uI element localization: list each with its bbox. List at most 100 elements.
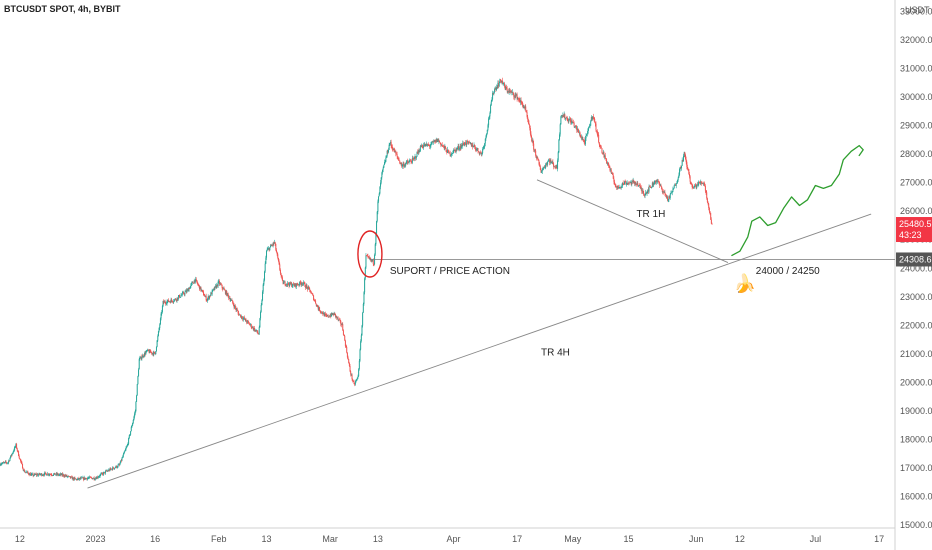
candle-body <box>336 316 338 318</box>
countdown-label: 43:23 <box>899 230 922 240</box>
candle-body <box>224 289 226 291</box>
candle-body <box>407 162 409 164</box>
candle-body <box>14 446 16 448</box>
candle-body <box>527 119 529 123</box>
candle-body <box>556 165 558 169</box>
x-tick-label: Jun <box>689 534 704 544</box>
candle-body <box>139 357 141 360</box>
candle-body <box>222 287 224 290</box>
candle-body <box>517 98 519 100</box>
candle-body <box>180 295 182 298</box>
candle-body <box>92 477 94 479</box>
candle-body <box>49 474 51 475</box>
candle-body <box>558 139 560 153</box>
candle-body <box>105 470 107 472</box>
candle-body <box>85 478 87 480</box>
candle-body <box>134 413 136 417</box>
candle-body <box>555 165 557 169</box>
candle-body <box>703 183 705 185</box>
candle-body <box>334 312 336 314</box>
candle-body <box>632 180 634 183</box>
candle-body <box>421 145 423 148</box>
candle-body <box>224 290 226 294</box>
candle-body <box>284 281 286 286</box>
symbol-title[interactable]: BTCUSDT SPOT, 4h, BYBIT <box>4 4 121 14</box>
candle-body <box>128 435 130 439</box>
candle-body <box>652 182 654 186</box>
candle-body <box>694 184 696 186</box>
candle-body <box>456 148 458 150</box>
candle-body <box>469 142 471 144</box>
candle-body <box>364 267 366 279</box>
candle-body <box>569 118 571 121</box>
candle-body <box>277 258 279 262</box>
candle-body <box>131 425 133 428</box>
candle-body <box>661 186 663 190</box>
candle-body <box>199 285 201 290</box>
candle-body <box>484 143 486 147</box>
candle-body <box>376 211 378 222</box>
candle-body <box>439 140 441 143</box>
candle-body <box>260 305 262 312</box>
candle-body <box>602 153 604 154</box>
candle-body <box>597 134 599 136</box>
candle-body <box>189 286 191 289</box>
candle-body <box>630 182 632 185</box>
x-tick-label: Jul <box>810 534 822 544</box>
candle-body <box>20 459 22 462</box>
candle-body <box>270 245 272 247</box>
candle-body <box>511 91 513 93</box>
candle-body <box>93 477 95 480</box>
candle-body <box>69 476 71 477</box>
candle-body <box>604 155 606 158</box>
candle-body <box>453 149 455 151</box>
candle-body <box>606 163 608 164</box>
candle-body <box>380 177 382 183</box>
candle-body <box>258 327 260 335</box>
candle-body <box>206 300 208 302</box>
candle-body <box>311 292 313 294</box>
candle-body <box>392 149 394 151</box>
candle-body <box>298 284 300 286</box>
candle-body <box>246 320 248 323</box>
annotation-label: TR 4H <box>541 347 570 358</box>
candle-body <box>299 281 301 285</box>
candle-body <box>452 152 454 154</box>
candle-body <box>144 352 146 357</box>
candle-body <box>261 300 263 306</box>
candle-body <box>47 473 49 475</box>
candle-body <box>25 471 27 473</box>
candle-body <box>321 311 323 313</box>
candle-body <box>423 145 425 148</box>
candle-body <box>315 303 317 306</box>
candle-body <box>460 144 462 149</box>
price-axis[interactable]: 15000.00 16000.00 17000.00 18000.00 19000.00… <box>896 6 932 530</box>
candle-body <box>531 140 533 142</box>
candle-body <box>14 446 16 451</box>
candle-body <box>41 475 43 476</box>
candle-body <box>401 165 403 167</box>
candle-body <box>137 376 139 385</box>
candle-body <box>670 192 672 194</box>
candle-body <box>428 144 430 146</box>
candle-body <box>38 473 40 475</box>
candle-body <box>612 173 614 175</box>
candle-body <box>549 159 551 163</box>
candle-body <box>631 181 633 185</box>
candle-body <box>435 140 437 143</box>
candle-body <box>437 138 439 143</box>
candle-body <box>230 300 232 301</box>
candle-body <box>291 283 293 287</box>
candle-body <box>437 138 439 142</box>
time-axis[interactable]: 12 2023 16 Feb 13 Mar 13 Apr 17 May 15 Jun 12 Jul 17 <box>15 534 884 544</box>
candle-body <box>687 168 689 170</box>
x-tick-label: 12 <box>15 534 25 544</box>
candle-body <box>178 295 180 297</box>
candle-body <box>702 183 704 185</box>
candle-body <box>133 416 135 420</box>
candle-body <box>663 192 665 194</box>
candle-body <box>430 144 432 146</box>
candle-body <box>357 376 359 378</box>
